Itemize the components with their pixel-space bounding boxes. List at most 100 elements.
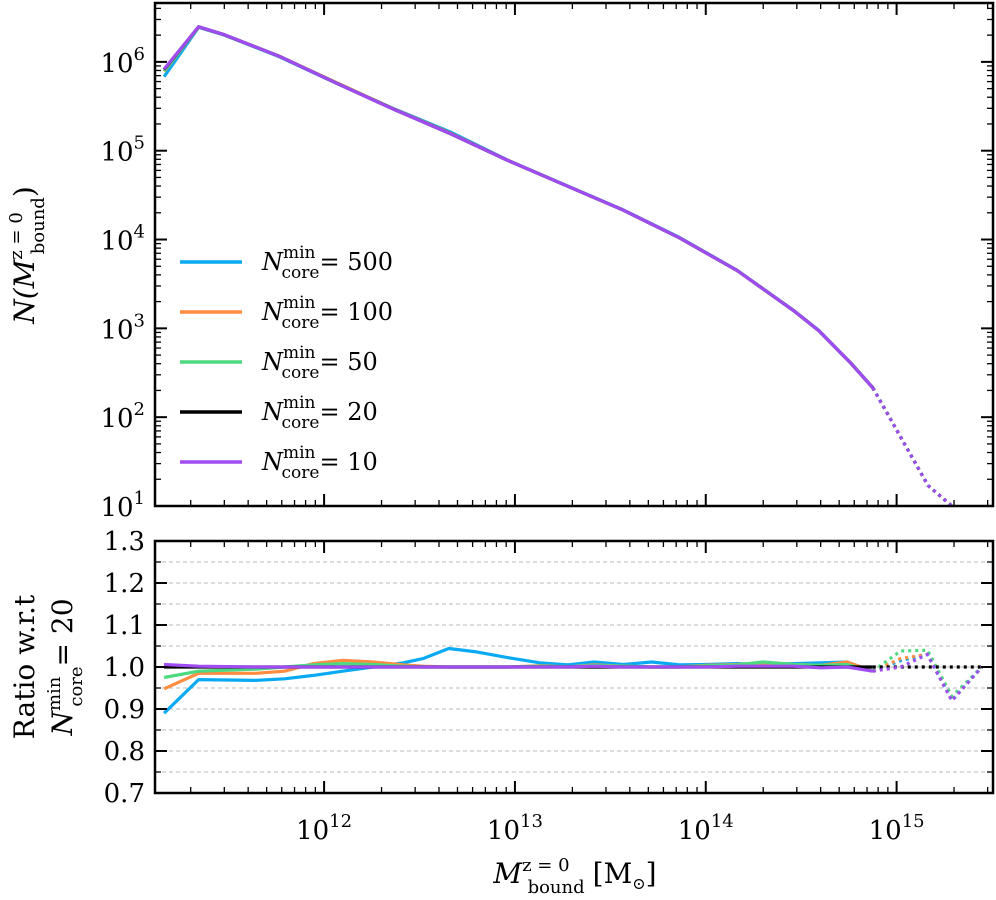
- y-tick-exponent: 5: [134, 133, 145, 154]
- x-tick-label: 1013: [487, 811, 543, 846]
- legend-label: Nmin core= 10: [261, 443, 378, 483]
- series-line-n-min-core-10-extrapolated: [871, 387, 953, 508]
- legend-label-sub: core: [282, 313, 320, 333]
- y-tick-base: 10: [100, 493, 133, 523]
- y-tick-label: 1.3: [104, 527, 145, 557]
- xlabel-sub: bound: [528, 877, 585, 898]
- legend-label: Nmin core= 50: [261, 343, 378, 383]
- legend-label-base: N: [261, 298, 284, 326]
- x-tick-exponent: 15: [902, 811, 925, 832]
- bottom-y-axis-label-line2: Nmincore= 20: [44, 598, 87, 736]
- legend-label-value: = 50: [319, 348, 377, 376]
- y-tick-label: 105: [100, 133, 145, 168]
- series-line-n-min-core-500: [162, 25, 874, 389]
- bottom-series-group: [162, 646, 984, 715]
- series-line-500-extrapolated: [872, 652, 984, 704]
- legend-label-value: = 100: [319, 298, 393, 326]
- y-tick-label: 103: [100, 310, 145, 345]
- xlabel-unit-close: ]: [646, 857, 657, 890]
- xlabel-main: M: [492, 857, 523, 890]
- ylabel-sup: z = 0: [6, 212, 27, 259]
- legend-label-value: = 10: [319, 448, 377, 476]
- series-line-10: [164, 662, 874, 673]
- series-line-n-min-core-20: [162, 25, 874, 389]
- y-tick-base: 10: [100, 404, 133, 434]
- y-tick-exponent: 1: [134, 488, 145, 509]
- x-axis-label-text: Mz = 0 bound [M⊙]: [492, 855, 656, 898]
- series-line-10-extrapolated: [872, 652, 984, 704]
- x-tick-base: 10: [678, 816, 711, 846]
- y-tick-base: 10: [100, 138, 133, 168]
- series-line-n-min-core-100: [162, 25, 874, 389]
- y-tick-base: 10: [100, 315, 133, 345]
- xlabel-unit-sub: ⊙: [632, 874, 645, 893]
- ylabel2-sup: min: [44, 676, 65, 711]
- x-tick-exponent: 14: [711, 811, 734, 832]
- y-tick-label: 0.8: [104, 737, 145, 767]
- legend-label-base: N: [261, 248, 284, 276]
- y-tick-base: 10: [100, 49, 133, 79]
- legend-label: Nmin core= 500: [261, 243, 393, 283]
- ylabel-close: ): [8, 186, 41, 197]
- top-y-axis-label-text: N(Mz = 0bound): [6, 186, 49, 325]
- legend-label-sub: core: [282, 263, 320, 283]
- top-plot-frame: [153, 1, 995, 508]
- series-line-n-min-core-500-extrapolated: [871, 386, 953, 508]
- ylabel2-base: N: [46, 710, 79, 737]
- legend-label-sup: min: [283, 393, 316, 413]
- xlabel-sup: z = 0: [522, 855, 569, 876]
- y-tick-label: 101: [100, 488, 145, 523]
- legend-label-sup: min: [283, 293, 316, 313]
- top-series-group: [162, 25, 953, 508]
- x-tick-label: 1014: [678, 811, 734, 846]
- series-line-50-extrapolated: [871, 648, 984, 700]
- x-tick-exponent: 12: [329, 811, 352, 832]
- x-tick-base: 10: [487, 816, 520, 846]
- ylabel2-sub: core: [66, 666, 87, 706]
- legend-label-value: = 20: [319, 398, 377, 426]
- bottom-y-axis-label: Ratio w.r.t Nmincore= 20: [8, 594, 87, 739]
- series-line-100: [163, 658, 874, 691]
- y-tick-label: 102: [100, 399, 145, 434]
- bottom-y-axis-label-line1: Ratio w.r.t: [8, 594, 41, 739]
- series-line-100-extrapolated: [872, 652, 984, 704]
- series-line-n-min-core-50: [162, 25, 874, 389]
- y-tick-label: 1.2: [104, 569, 145, 599]
- ylabel2-value: = 20: [46, 598, 79, 666]
- legend-label-base: N: [261, 448, 284, 476]
- y-tick-exponent: 2: [134, 399, 145, 420]
- legend-label-sub: core: [282, 413, 320, 433]
- y-tick-label: 1.1: [104, 611, 145, 641]
- legend-label-sub: core: [282, 363, 320, 383]
- y-tick-base: 10: [100, 227, 133, 257]
- x-axis-label: Mz = 0 bound [M⊙]: [492, 855, 656, 898]
- legend-label: Nmin core= 20: [261, 393, 378, 433]
- legend-label-sup: min: [283, 243, 316, 263]
- y-tick-exponent: 4: [134, 222, 145, 243]
- y-tick-label: 1.0: [104, 653, 145, 683]
- legend-label-sub: core: [282, 463, 320, 483]
- x-tick-label: 1012: [296, 811, 352, 846]
- x-tick-base: 10: [869, 816, 902, 846]
- top-y-axis-label: N(Mz = 0bound): [6, 186, 49, 325]
- y-tick-exponent: 3: [134, 310, 145, 331]
- y-tick-label: 106: [100, 44, 145, 79]
- legend-label: Nmin core= 100: [261, 293, 393, 333]
- legend-label-base: N: [261, 348, 284, 376]
- y-tick-label: 104: [100, 222, 145, 257]
- legend-label-sup: min: [283, 443, 316, 463]
- y-tick-label: 0.7: [104, 779, 145, 809]
- x-tick-base: 10: [296, 816, 329, 846]
- ylabel-sub: bound: [28, 197, 49, 254]
- legend-label-value: = 500: [319, 248, 393, 276]
- legend-label-sup: min: [283, 343, 316, 363]
- bottom-plot-frame: [153, 539, 995, 795]
- x-tick-label: 1015: [869, 811, 925, 846]
- x-tick-exponent: 13: [520, 811, 543, 832]
